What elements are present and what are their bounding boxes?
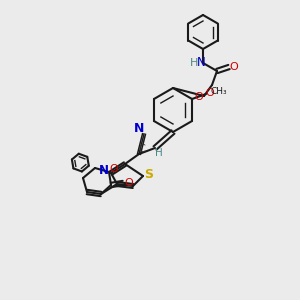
Text: O: O <box>195 92 203 102</box>
Text: O: O <box>206 88 214 98</box>
Text: H: H <box>190 58 198 68</box>
Text: N: N <box>99 164 109 178</box>
Text: N: N <box>134 122 144 134</box>
Text: O: O <box>230 62 238 72</box>
Text: N: N <box>196 56 206 70</box>
Text: C: C <box>139 144 145 154</box>
Text: S: S <box>145 167 154 181</box>
Text: H: H <box>155 148 163 158</box>
Text: CH₃: CH₃ <box>211 88 227 97</box>
Text: O: O <box>110 164 118 174</box>
Text: O: O <box>124 178 134 188</box>
